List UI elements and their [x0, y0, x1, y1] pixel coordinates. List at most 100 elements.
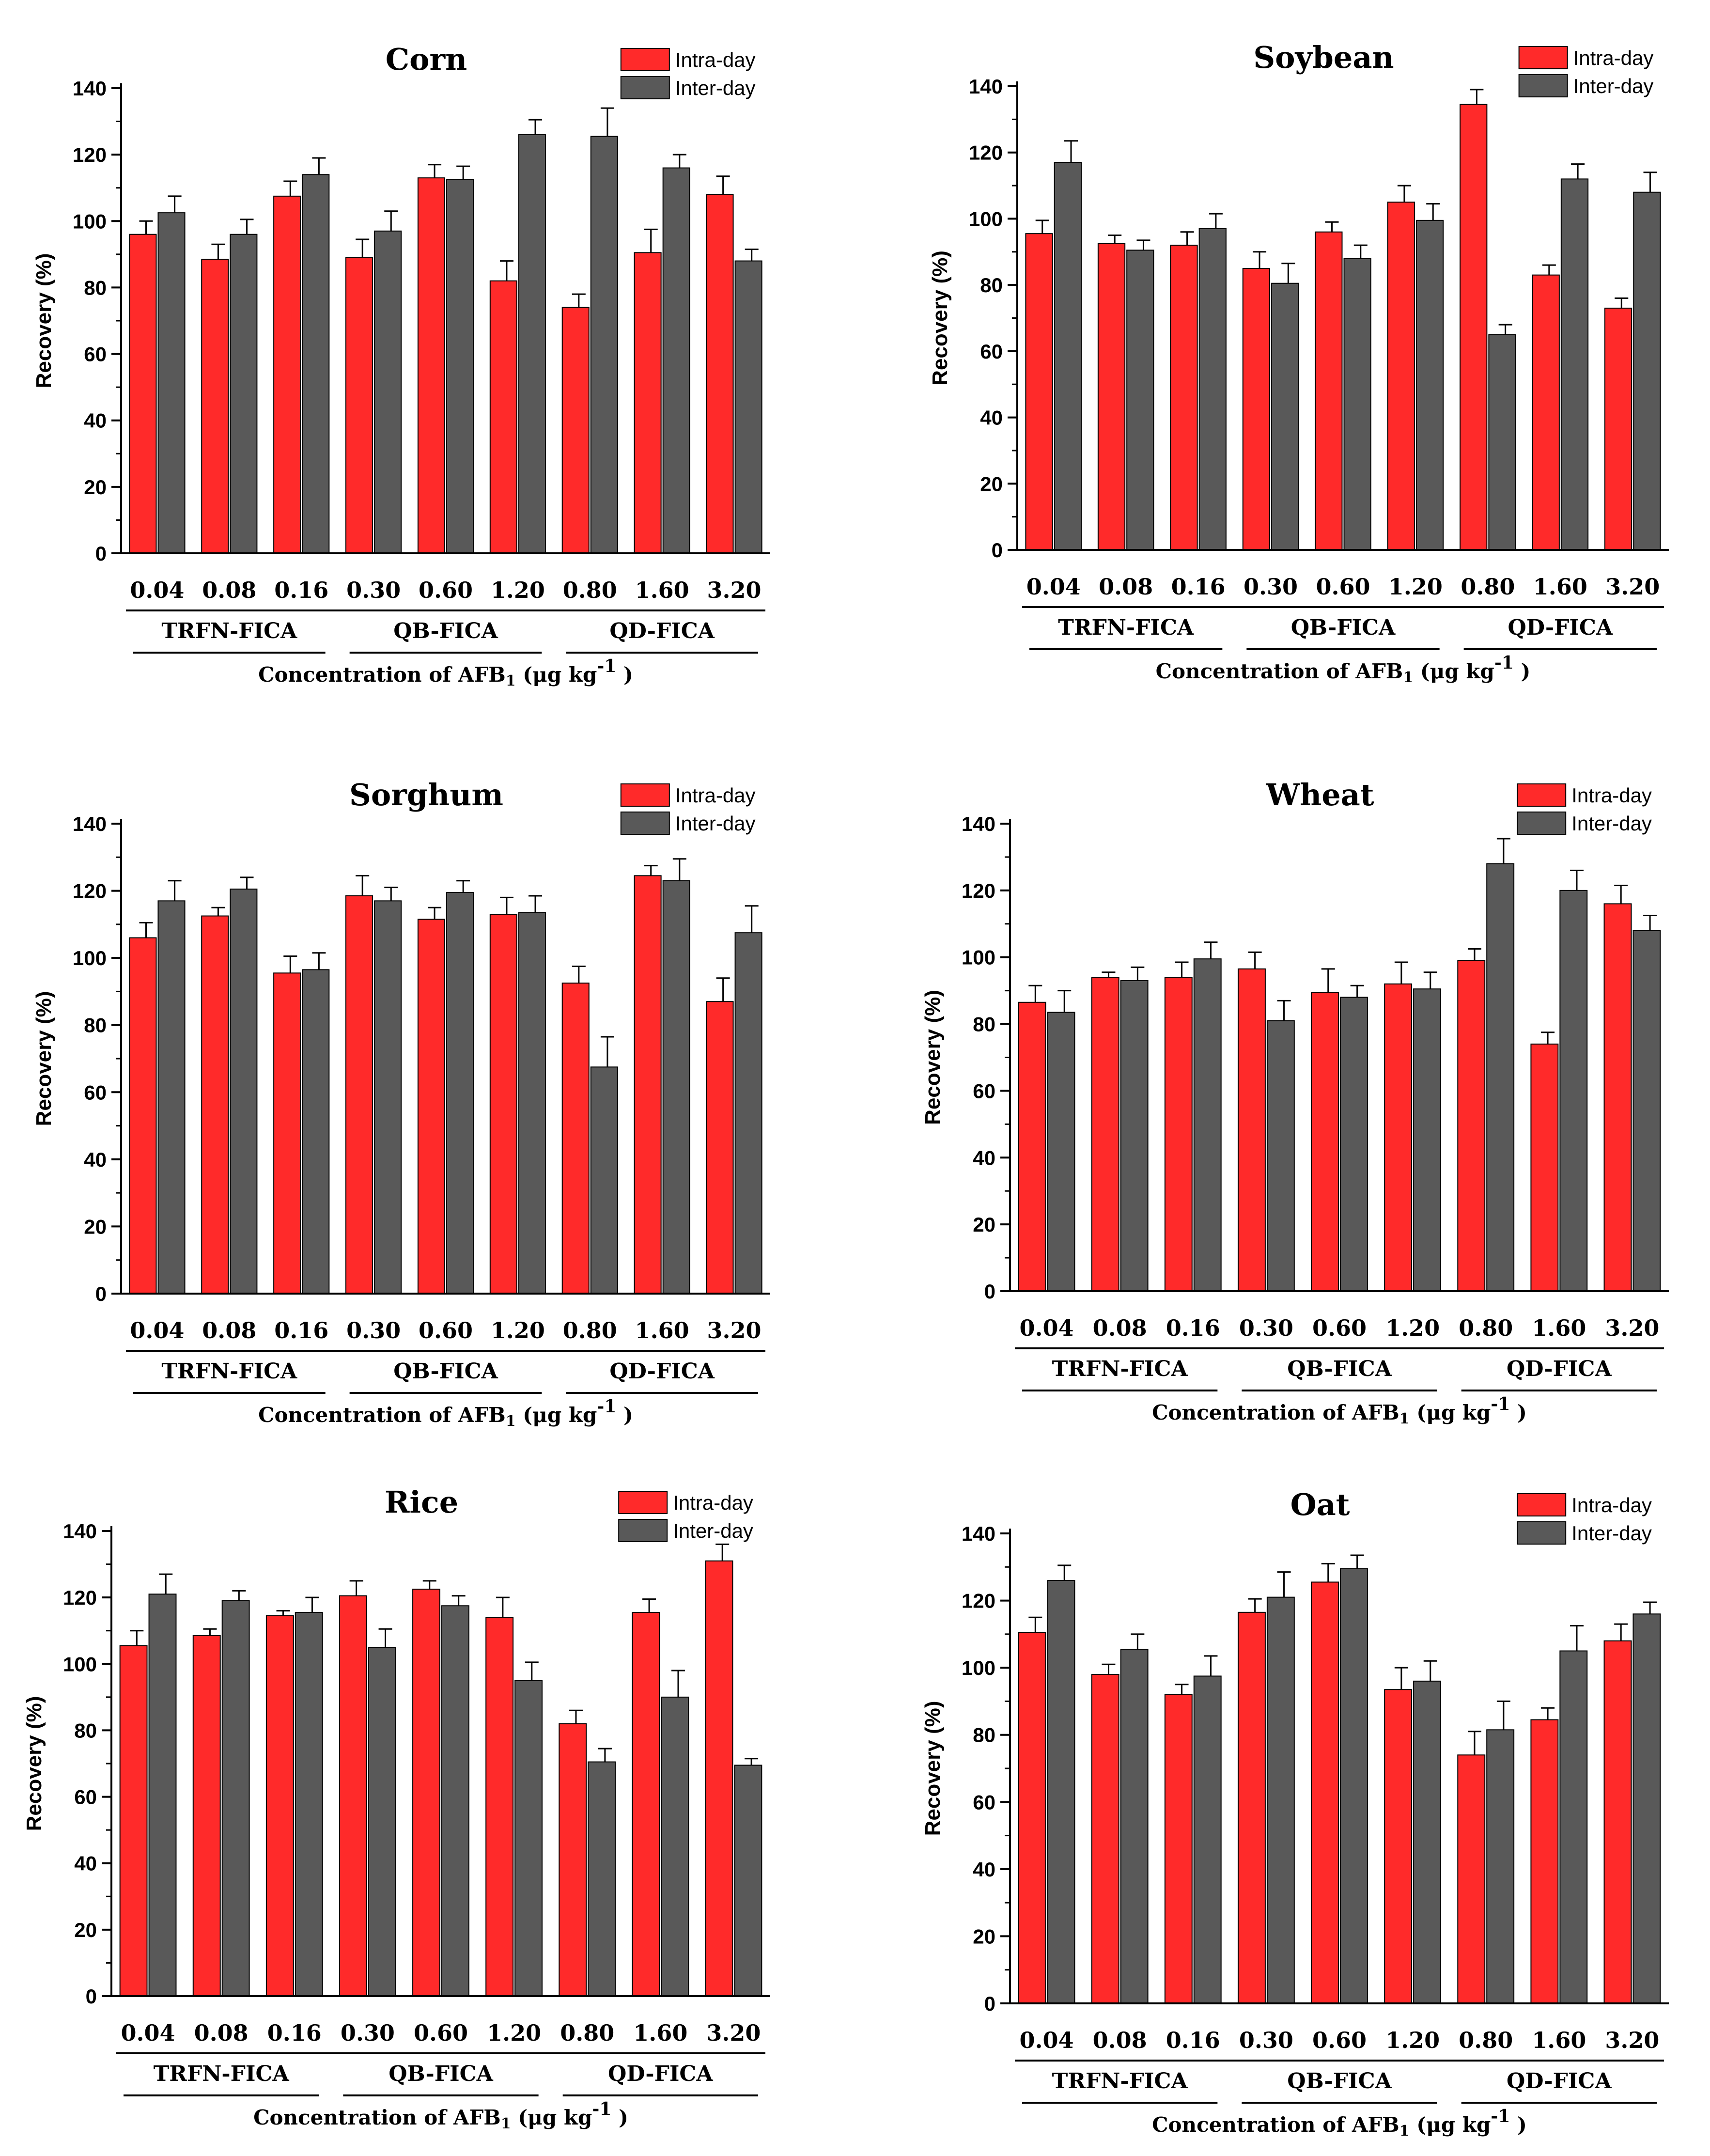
- y-tick-label: 0: [992, 539, 1003, 562]
- x-tick-label: 0.08: [194, 2020, 249, 2046]
- bar-inter-2: [302, 174, 330, 554]
- y-tick-label: 80: [84, 1014, 107, 1037]
- bar-inter-8: [734, 260, 762, 554]
- group-label: QD-FICA: [1508, 615, 1613, 640]
- bar-intra-3: [345, 257, 373, 554]
- bar-inter-7: [662, 167, 690, 554]
- y-tick-label: 60: [973, 1791, 995, 1813]
- bar-inter-6: [590, 136, 618, 554]
- legend-label-intra: Intra-day: [675, 48, 756, 71]
- y-tick-label: 0: [86, 1985, 97, 2008]
- y-tick-label: 140: [73, 77, 107, 100]
- y-tick-label: 0: [984, 1280, 995, 1303]
- group-label: TRFN-FICA: [161, 619, 297, 643]
- legend-label-intra: Intra-day: [1571, 784, 1652, 807]
- x-tick-label: 1.60: [1533, 574, 1587, 600]
- y-tick-label: 40: [980, 406, 1003, 429]
- y-tick-label: 40: [84, 1148, 107, 1171]
- x-tick-label: 0.30: [346, 577, 401, 603]
- group-label: TRFN-FICA: [161, 1359, 297, 1384]
- bar-intra-2: [1164, 977, 1193, 1292]
- y-tick-label: 100: [73, 210, 107, 233]
- y-tick-label: 80: [973, 1013, 995, 1036]
- x-tick-label: 3.20: [707, 577, 762, 603]
- legend-swatch-inter: [620, 812, 670, 835]
- bar-inter-0: [1047, 1012, 1075, 1292]
- bar-intra-8: [706, 1001, 734, 1295]
- bar-intra-2: [1164, 1694, 1193, 2004]
- bar-intra-4: [1311, 992, 1339, 1292]
- bar-inter-5: [1415, 219, 1444, 550]
- bar-intra-3: [345, 895, 373, 1294]
- bar-intra-6: [1457, 1754, 1486, 2004]
- x-tick-label: 1.60: [1532, 2027, 1586, 2053]
- bar-intra-0: [129, 937, 157, 1294]
- bar-intra-1: [201, 259, 229, 554]
- bar-intra-2: [273, 195, 301, 554]
- y-tick-label: 100: [73, 947, 107, 969]
- x-tick-label: 0.30: [1244, 574, 1298, 600]
- legend-swatch-inter: [1517, 1521, 1567, 1545]
- bar-intra-4: [417, 177, 446, 554]
- group-label: TRFN-FICA: [1052, 2069, 1188, 2094]
- x-tick-label: 0.30: [1239, 1315, 1293, 1341]
- bar-inter-5: [518, 134, 546, 554]
- x-tick-label: 0.04: [121, 2020, 175, 2046]
- bar-inter-1: [1120, 980, 1149, 1292]
- legend-swatch-intra: [1518, 46, 1568, 69]
- legend-label-inter: Inter-day: [673, 1519, 753, 1542]
- bar-intra-1: [201, 915, 229, 1295]
- legend-label-intra: Intra-day: [1571, 1494, 1652, 1516]
- x-tick-label: 0.16: [267, 2020, 322, 2046]
- bar-inter-1: [1126, 250, 1154, 550]
- x-tick-label: 0.04: [130, 1317, 184, 1344]
- x-tick-label: 1.20: [487, 2020, 541, 2046]
- legend-swatch-intra: [618, 1491, 668, 1514]
- y-axis-label: Recovery (%): [32, 253, 56, 389]
- bar-intra-1: [1091, 1674, 1119, 2004]
- y-tick-label: 80: [74, 1719, 97, 1742]
- bar-intra-7: [1530, 1043, 1559, 1292]
- bar-intra-1: [192, 1635, 221, 1997]
- legend-label-inter: Inter-day: [1571, 812, 1652, 835]
- y-tick-label: 20: [84, 1215, 107, 1238]
- x-tick-label: 0.04: [130, 577, 184, 603]
- group-label: QD-FICA: [609, 619, 715, 643]
- bar-inter-1: [230, 889, 258, 1295]
- bar-intra-8: [1603, 1640, 1632, 2004]
- legend-label-inter: Inter-day: [1571, 1522, 1652, 1545]
- x-tick-label: 3.20: [707, 1317, 762, 1344]
- legend-swatch-inter: [1517, 812, 1567, 835]
- y-tick-label: 60: [980, 340, 1003, 363]
- bar-intra-4: [417, 919, 446, 1294]
- bar-intra-5: [489, 280, 517, 554]
- bar-intra-6: [1460, 104, 1488, 550]
- y-tick-label: 40: [74, 1852, 97, 1875]
- bar-inter-4: [446, 892, 474, 1295]
- bar-inter-6: [1486, 1729, 1515, 2004]
- chart-title: Oat: [1290, 1487, 1350, 1522]
- group-label: QD-FICA: [609, 1359, 715, 1384]
- bar-intra-5: [485, 1617, 514, 1997]
- bar-inter-7: [661, 1696, 689, 1997]
- y-tick-label: 120: [73, 880, 107, 903]
- bar-inter-3: [374, 230, 402, 554]
- y-tick-label: 0: [984, 1992, 995, 2015]
- bar-inter-4: [441, 1605, 469, 1997]
- bar-inter-1: [1120, 1649, 1149, 2004]
- chart-panel-oat: Oat Intra-day Inter-day 0.04 0.08 0.16 0.30 0.6…: [921, 1487, 1669, 2140]
- bar-intra-6: [561, 983, 590, 1295]
- bar-intra-7: [1530, 1719, 1559, 2004]
- chart-title: Soybean: [1253, 40, 1394, 75]
- bar-inter-2: [1193, 958, 1222, 1292]
- x-tick-label: 1.20: [1385, 2027, 1440, 2053]
- x-tick-label: 0.80: [560, 2020, 614, 2046]
- y-tick-label: 80: [84, 276, 107, 299]
- bar-intra-3: [1237, 968, 1266, 1292]
- y-tick-label: 60: [74, 1786, 97, 1809]
- bar-inter-1: [230, 234, 258, 554]
- bar-inter-6: [588, 1761, 616, 1997]
- bar-intra-0: [129, 234, 157, 554]
- bar-inter-0: [1047, 1580, 1075, 2004]
- x-tick-label: 1.60: [633, 2020, 687, 2046]
